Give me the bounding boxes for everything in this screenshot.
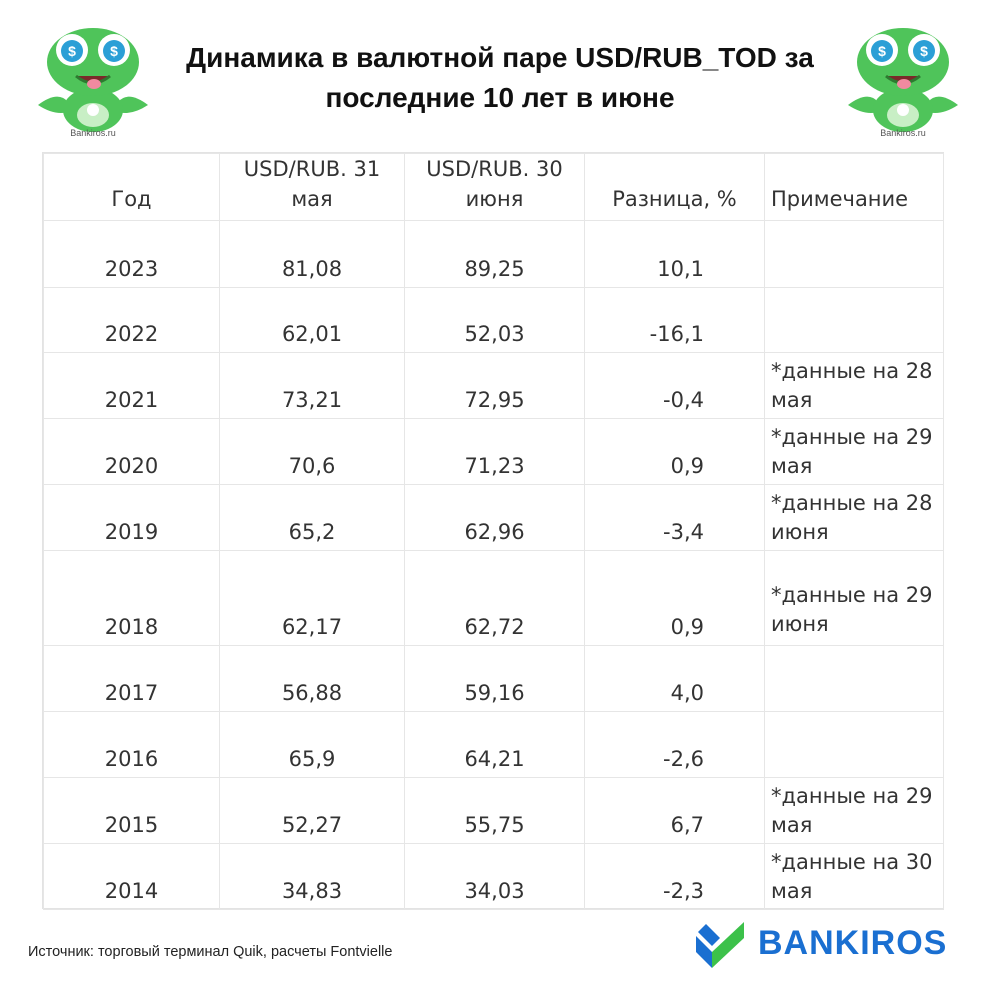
cell-diff: -2,3 (584, 843, 765, 910)
cell-note (764, 645, 944, 712)
header-year: Год (43, 153, 220, 221)
cell-may-rate: 70,6 (219, 418, 405, 485)
cell-june-rate: 62,96 (404, 484, 585, 551)
note-line: мая (771, 388, 813, 412)
cell-year: 2014 (43, 843, 220, 910)
cell-june-rate: 55,75 (404, 777, 585, 844)
table-row: 2019 65,2 62,96 -3,4 *данные на 28 июня (43, 484, 944, 551)
header-diff: Разница, % (584, 153, 765, 221)
cell-june-rate: 52,03 (404, 287, 585, 353)
cell-note: *данные на 29 мая (764, 418, 944, 485)
cell-diff: -16,1 (584, 287, 765, 353)
note-line: июня (771, 612, 829, 636)
cell-diff: 6,7 (584, 777, 765, 844)
table-row: 2014 34,83 34,03 -2,3 *данные на 30 мая (43, 843, 944, 910)
svg-text:$: $ (110, 43, 118, 59)
cell-diff: 10,1 (584, 220, 765, 288)
note-line: мая (771, 813, 813, 837)
cell-year: 2020 (43, 418, 220, 485)
cell-year: 2023 (43, 220, 220, 288)
cell-june-rate: 72,95 (404, 352, 585, 419)
cell-note: *данные на 28 июня (764, 484, 944, 551)
source-note: Источник: торговый терминал Quik, расчет… (28, 944, 393, 960)
title-line-2: последние 10 лет в июне (325, 82, 675, 113)
note-line: мая (771, 454, 813, 478)
cell-year: 2016 (43, 711, 220, 778)
cell-note (764, 287, 944, 353)
svg-text:$: $ (920, 43, 928, 59)
note-line: мая (771, 879, 813, 903)
header-may-rate: USD/RUB. 31 мая (219, 153, 405, 221)
cell-may-rate: 62,17 (219, 550, 405, 646)
cell-diff: -2,6 (584, 711, 765, 778)
table-row: 2018 62,17 62,72 0,9 *данные на 29 июня (43, 550, 944, 646)
header-june-line2: июня (465, 187, 524, 211)
page-title: Динамика в валютной паре USD/RUB_TOD за … (130, 38, 870, 118)
cell-may-rate: 81,08 (219, 220, 405, 288)
header-may-line2: мая (291, 187, 333, 211)
cell-may-rate: 62,01 (219, 287, 405, 353)
bankiros-logo-icon (696, 922, 744, 968)
cell-note (764, 220, 944, 288)
note-line: июня (771, 520, 829, 544)
header-june-line1: USD/RUB. 30 (426, 157, 563, 181)
cell-diff: 0,9 (584, 550, 765, 646)
cell-june-rate: 62,72 (404, 550, 585, 646)
table-row: 2015 52,27 55,75 6,7 *данные на 29 мая (43, 777, 944, 844)
table-row: 2023 81,08 89,25 10,1 (43, 220, 944, 288)
header-may-line1: USD/RUB. 31 (243, 157, 381, 181)
cell-may-rate: 56,88 (219, 645, 405, 712)
cell-note: *данные на 29 июня (764, 550, 944, 646)
cell-may-rate: 73,21 (219, 352, 405, 419)
cell-note: *данные на 29 мая (764, 777, 944, 844)
mascot-caption: Bankiros.ru (70, 128, 116, 138)
table-row: 2020 70,6 71,23 0,9 *данные на 29 мая (43, 418, 944, 485)
note-line: *данные на 28 (771, 491, 933, 515)
cell-may-rate: 65,2 (219, 484, 405, 551)
cell-year: 2015 (43, 777, 220, 844)
cell-note (764, 711, 944, 778)
rates-table: Год USD/RUB. 31 мая USD/RUB. 30 июня Раз… (43, 153, 944, 910)
svg-text:$: $ (68, 43, 76, 59)
cell-note: *данные на 30 мая (764, 843, 944, 910)
rates-table-container: Год USD/RUB. 31 мая USD/RUB. 30 июня Раз… (42, 152, 944, 910)
table-row: 2022 62,01 52,03 -16,1 (43, 287, 944, 353)
cell-may-rate: 65,9 (219, 711, 405, 778)
cell-june-rate: 59,16 (404, 645, 585, 712)
table-row: 2016 65,9 64,21 -2,6 (43, 711, 944, 778)
table-row: 2021 73,21 72,95 -0,4 *данные на 28 мая (43, 352, 944, 419)
note-line: *данные на 30 (771, 850, 933, 874)
cell-june-rate: 89,25 (404, 220, 585, 288)
title-line-1: Динамика в валютной паре USD/RUB_TOD за (186, 42, 814, 73)
cell-june-rate: 34,03 (404, 843, 585, 910)
cell-june-rate: 64,21 (404, 711, 585, 778)
cell-year: 2019 (43, 484, 220, 551)
table-row: 2017 56,88 59,16 4,0 (43, 645, 944, 712)
cell-may-rate: 52,27 (219, 777, 405, 844)
note-line: *данные на 28 (771, 359, 933, 383)
note-line: *данные на 29 (771, 784, 933, 808)
cell-diff: 0,9 (584, 418, 765, 485)
cell-diff: 4,0 (584, 645, 765, 712)
frog-mascot-icon: $ $ Bankiros.ru (38, 28, 148, 138)
cell-note: *данные на 28 мая (764, 352, 944, 419)
cell-june-rate: 71,23 (404, 418, 585, 485)
header-note: Примечание (764, 153, 944, 221)
note-line: *данные на 29 (771, 583, 933, 607)
cell-year: 2022 (43, 287, 220, 353)
bankiros-logo: BANKIROS (692, 918, 947, 968)
cell-year: 2017 (43, 645, 220, 712)
frog-mascot-icon: $ $ Bankiros.ru (848, 28, 958, 138)
cell-diff: -3,4 (584, 484, 765, 551)
cell-year: 2021 (43, 352, 220, 419)
table-header-row: Год USD/RUB. 31 мая USD/RUB. 30 июня Раз… (43, 153, 944, 221)
note-line: *данные на 29 (771, 425, 933, 449)
cell-may-rate: 34,83 (219, 843, 405, 910)
header-june-rate: USD/RUB. 30 июня (404, 153, 585, 221)
logo-text: BANKIROS (758, 923, 948, 962)
mascot-caption: Bankiros.ru (880, 128, 926, 138)
svg-text:$: $ (878, 43, 886, 59)
cell-diff: -0,4 (584, 352, 765, 419)
cell-year: 2018 (43, 550, 220, 646)
